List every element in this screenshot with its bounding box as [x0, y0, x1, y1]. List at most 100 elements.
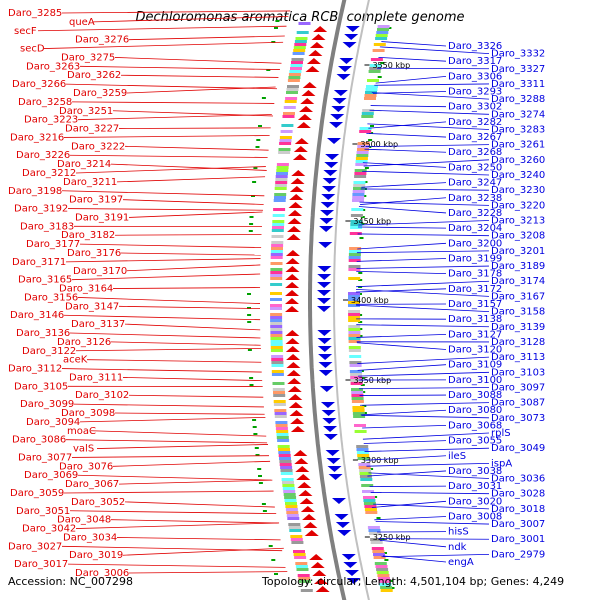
reverse-gene-arrow — [321, 186, 336, 192]
cog-block-forward — [270, 334, 283, 337]
cog-block-reverse — [357, 145, 370, 148]
cog-block-reverse — [379, 583, 392, 586]
ruler-tick-label: 3500 kbp — [360, 140, 398, 149]
gc-tick-mark — [252, 181, 257, 183]
right-gene-label: Daro_3087 — [491, 398, 545, 409]
right-leader-line — [375, 75, 447, 84]
left-gene-label: Daro_3198 — [8, 186, 62, 197]
forward-gene-arrow — [302, 82, 317, 88]
cog-block-forward — [271, 247, 283, 250]
right-gene-label: rplS — [491, 428, 511, 439]
right-leader-line — [379, 46, 490, 54]
forward-gene-arrow — [288, 402, 303, 408]
cog-block-reverse — [354, 169, 367, 172]
cog-block-reverse — [359, 472, 372, 475]
left-leader-line — [61, 190, 265, 197]
gc-tick-mark — [390, 587, 395, 589]
reverse-gene-arrow — [318, 370, 333, 376]
cog-block-reverse — [378, 577, 390, 580]
reverse-gene-arrow — [332, 98, 347, 104]
gc-tick-mark — [380, 62, 385, 64]
forward-gene-arrow — [285, 258, 300, 264]
cog-block-reverse — [357, 142, 370, 145]
reverse-gene-arrow — [317, 282, 332, 288]
cog-block-reverse — [348, 313, 361, 316]
cog-block-reverse — [367, 526, 380, 529]
left-gene-label: moaC — [67, 426, 96, 437]
right-gene-label: Daro_3189 — [491, 261, 545, 272]
left-leader-line — [110, 163, 267, 171]
cog-block-reverse — [364, 508, 377, 511]
cog-block-reverse — [369, 64, 382, 67]
left-leader-line — [65, 258, 261, 263]
forward-gene-arrow — [294, 138, 309, 144]
right-gene-label: Daro_3274 — [491, 109, 545, 120]
gc-tick-mark — [360, 377, 365, 379]
right-leader-line — [370, 492, 490, 495]
right-gene-label: Daro_3230 — [491, 185, 545, 196]
left-leader-line — [120, 74, 279, 78]
cog-block-forward — [277, 439, 290, 442]
gc-tick-mark — [258, 475, 262, 477]
cog-block-forward — [271, 361, 284, 364]
forward-gene-arrow — [291, 170, 306, 176]
left-gene-label: Daro_3211 — [63, 177, 117, 188]
ruler-tick-label: 3450 kbp — [353, 217, 391, 226]
forward-gene-arrow — [296, 122, 311, 128]
left-leader-line — [73, 403, 264, 408]
left-gene-label: Daro_3275 — [61, 52, 115, 63]
gc-tick-mark — [257, 468, 262, 470]
cog-block-forward — [293, 46, 306, 49]
cog-block-reverse — [348, 340, 361, 343]
cog-block-forward — [280, 469, 293, 472]
right-gene-label: Daro_3172 — [448, 284, 502, 295]
reverse-gene-arrow — [326, 458, 341, 464]
right-gene-label: Daro_3213 — [491, 216, 545, 227]
cog-block-forward — [290, 67, 302, 70]
cog-block-forward — [271, 244, 284, 247]
cog-block-reverse — [349, 364, 362, 367]
cog-block-forward — [270, 274, 283, 277]
cog-block-forward — [289, 70, 302, 73]
forward-gene-arrow — [286, 370, 301, 376]
cog-block-forward — [290, 538, 303, 541]
right-gene-label: Daro_3201 — [491, 246, 545, 257]
cog-block-reverse — [362, 109, 375, 112]
gc-tick-mark — [364, 167, 369, 169]
cog-block-forward — [274, 415, 287, 418]
left-gene-label: Daro_3197 — [69, 195, 123, 206]
cog-block-forward — [270, 292, 282, 295]
right-gene-label: Daro_3158 — [491, 307, 545, 318]
cog-block-reverse — [353, 415, 366, 418]
cog-block-forward — [270, 250, 283, 253]
cog-block-forward — [281, 478, 294, 481]
reverse-gene-arrow — [337, 530, 352, 536]
left-gene-label: Daro_3227 — [65, 124, 119, 135]
forward-gene-arrow — [297, 114, 312, 120]
gc-tick-mark — [271, 41, 276, 43]
gc-tick-mark — [358, 321, 363, 323]
cog-block-forward — [285, 97, 298, 100]
cog-block-forward — [275, 421, 288, 424]
cog-block-forward — [280, 130, 293, 133]
right-gene-label: Daro_3038 — [448, 466, 502, 477]
left-leader-line — [124, 145, 269, 151]
cog-block-reverse — [348, 331, 361, 334]
cog-block-reverse — [375, 565, 388, 568]
cog-block-reverse — [373, 556, 386, 559]
cog-block-reverse — [370, 541, 383, 544]
right-gene-label: ileS — [448, 451, 466, 462]
cog-block-forward — [281, 124, 294, 127]
cog-block-forward — [271, 355, 284, 358]
left-gene-label: Daro_3077 — [18, 452, 72, 463]
left-leader-line — [61, 10, 291, 14]
cog-block-reverse — [348, 304, 360, 307]
cog-block-forward — [270, 283, 283, 286]
left-leader-line — [118, 305, 261, 310]
left-leader-line — [79, 65, 280, 70]
cog-block-reverse — [350, 226, 363, 229]
cog-block-forward — [295, 565, 308, 568]
right-leader-line — [356, 342, 447, 350]
cog-block-reverse — [369, 532, 381, 535]
cog-block-forward — [282, 487, 295, 490]
